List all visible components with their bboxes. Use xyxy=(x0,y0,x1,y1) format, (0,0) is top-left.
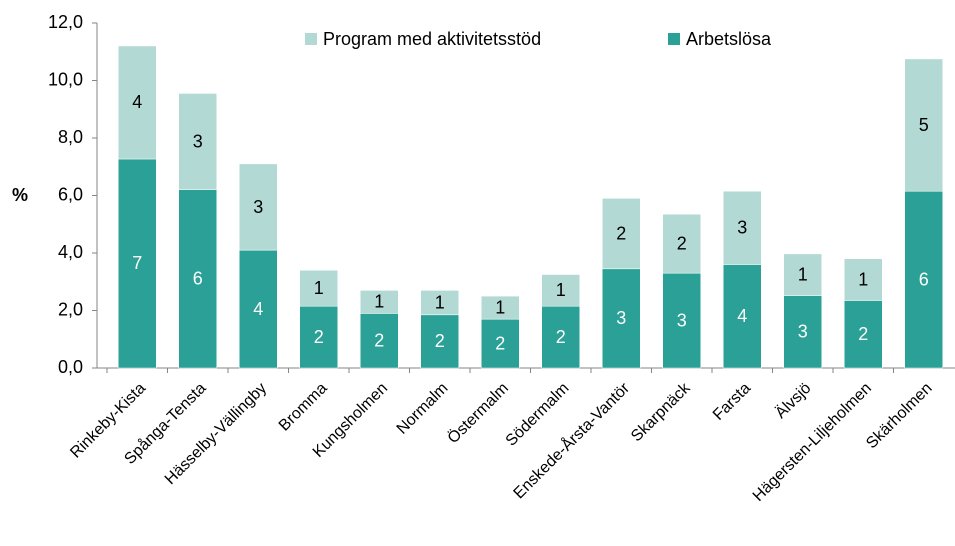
data-label: 3 xyxy=(193,131,203,151)
y-tick-label: 6,0 xyxy=(58,184,83,204)
bar-segment xyxy=(239,163,278,251)
x-tick-label: Enskede-Årsta-Vantör xyxy=(509,378,633,502)
bar-segment xyxy=(118,45,157,160)
data-label: 3 xyxy=(616,308,626,328)
data-label: 3 xyxy=(677,310,687,330)
data-label: 3 xyxy=(737,218,747,238)
data-label: 2 xyxy=(435,331,445,351)
y-tick-label: 12,0 xyxy=(48,12,83,32)
bar-segment xyxy=(541,274,580,307)
data-label: 4 xyxy=(253,299,263,319)
bar-segment xyxy=(178,93,217,190)
data-label: 4 xyxy=(737,306,747,326)
bar-segment xyxy=(844,300,883,369)
data-label: 1 xyxy=(798,264,808,284)
data-label: 1 xyxy=(314,278,324,298)
bar-segment xyxy=(299,305,338,369)
x-tick-label: Östermalm xyxy=(444,379,512,447)
x-tick-label: Hägersten-Liljeholmen xyxy=(750,380,875,505)
data-label: 2 xyxy=(858,324,868,344)
bar-segment xyxy=(602,198,641,270)
data-label: 2 xyxy=(556,327,566,347)
data-label: 7 xyxy=(132,253,142,273)
x-tick-label: Älvsjö xyxy=(772,379,815,422)
bar-segment xyxy=(178,189,217,369)
bar-segment xyxy=(783,295,822,369)
y-tick-label: 8,0 xyxy=(58,127,83,147)
bar-segment xyxy=(481,295,520,320)
data-label: 1 xyxy=(858,269,868,289)
bar-segment xyxy=(420,314,459,369)
data-label: 4 xyxy=(132,92,142,112)
legend-swatch xyxy=(305,33,317,45)
bar-segment xyxy=(662,272,701,369)
bar-segment xyxy=(783,253,822,296)
x-tick-label: Farsta xyxy=(710,380,754,424)
y-axis-label: % xyxy=(12,185,28,205)
bar-segment xyxy=(299,270,338,307)
bar-segment xyxy=(360,290,399,314)
bar-segment xyxy=(239,249,278,369)
x-tick-label: Skärholmen xyxy=(863,380,935,452)
legend-label: Program med aktivitetsstöd xyxy=(323,29,541,49)
data-label: 3 xyxy=(798,322,808,342)
y-tick-label: 2,0 xyxy=(58,299,83,319)
x-tick-label: Skarpnäck xyxy=(628,379,694,445)
bar-segment xyxy=(481,318,520,369)
x-tick-label: Hässelby-Vällingby xyxy=(162,380,270,488)
data-label: 5 xyxy=(919,115,929,135)
data-label: 6 xyxy=(193,269,203,289)
data-label: 1 xyxy=(435,292,445,312)
data-label: 1 xyxy=(374,292,384,312)
bar-segment xyxy=(602,268,641,369)
data-label: 2 xyxy=(616,223,626,243)
bar-segment xyxy=(844,258,883,301)
bar-segment xyxy=(904,190,943,369)
bar-segment xyxy=(360,313,399,369)
data-label: 2 xyxy=(677,233,687,253)
bar-segment xyxy=(723,190,762,265)
data-label: 3 xyxy=(253,197,263,217)
legend-label: Arbetslösa xyxy=(686,29,772,49)
bar-segment xyxy=(541,305,580,369)
data-label: 1 xyxy=(495,297,505,317)
x-tick-label: Bromma xyxy=(276,380,331,435)
data-label: 6 xyxy=(919,269,929,289)
x-tick-label: Normalm xyxy=(394,380,452,438)
bar-segment xyxy=(420,290,459,316)
bar-segment xyxy=(662,213,701,274)
data-label: 1 xyxy=(556,280,566,300)
data-label: 2 xyxy=(495,333,505,353)
y-tick-label: 4,0 xyxy=(58,242,83,262)
data-label: 2 xyxy=(374,330,384,350)
legend-swatch xyxy=(668,33,680,45)
y-tick-label: 0,0 xyxy=(58,357,83,377)
y-tick-label: 10,0 xyxy=(48,69,83,89)
bar-segment xyxy=(904,58,943,192)
data-label: 2 xyxy=(314,327,324,347)
bar-segment xyxy=(723,264,762,369)
